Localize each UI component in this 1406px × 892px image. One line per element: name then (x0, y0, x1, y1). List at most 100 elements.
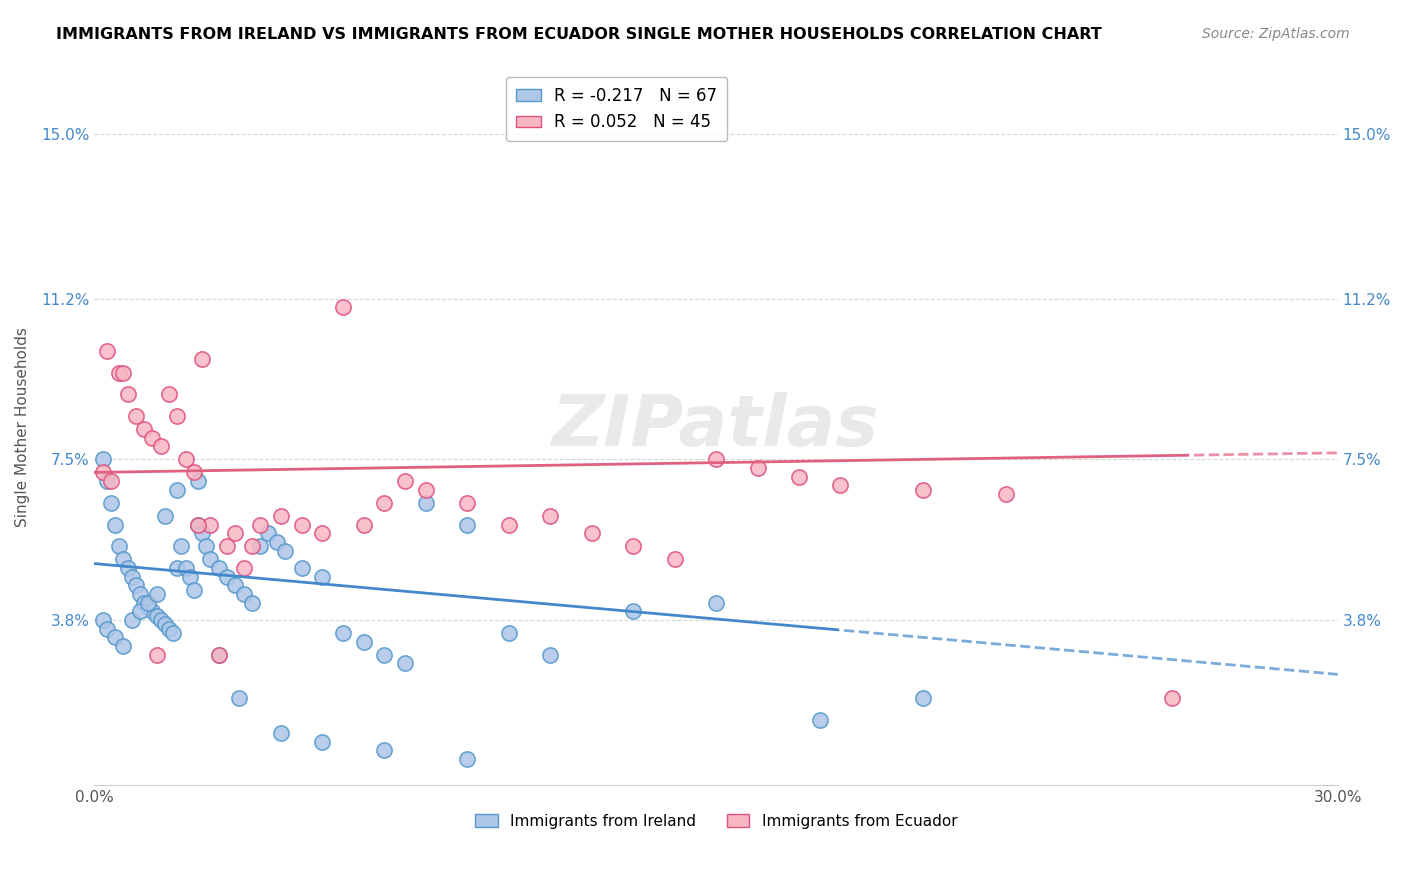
Point (208, 648, 231, 662)
Point (153, 508, 176, 523)
Point (373, 496, 395, 510)
Point (166, 483, 188, 497)
Point (166, 561, 188, 575)
Point (704, 596, 727, 610)
Point (240, 596, 263, 610)
Point (170, 539, 193, 553)
Point (332, 301, 354, 315)
Point (1161, 691, 1184, 706)
Point (581, 526, 603, 541)
Point (787, 469, 810, 483)
Point (96, 343, 118, 358)
Point (270, 726, 292, 740)
Point (353, 634, 375, 648)
Point (373, 648, 395, 662)
Point (112, 552, 135, 566)
Point (191, 352, 214, 367)
Point (187, 517, 209, 532)
Point (456, 752, 478, 766)
Point (232, 561, 254, 575)
Point (311, 734, 333, 748)
Point (373, 743, 395, 757)
Point (270, 508, 292, 523)
Point (179, 569, 201, 583)
Point (456, 496, 478, 510)
Point (117, 561, 139, 575)
Point (538, 508, 561, 523)
Point (141, 604, 163, 618)
Point (117, 387, 139, 401)
Point (157, 387, 180, 401)
Point (353, 517, 375, 532)
Point (104, 517, 127, 532)
Point (136, 600, 159, 615)
Point (108, 366, 131, 380)
Point (129, 587, 152, 601)
Point (183, 466, 205, 480)
Point (121, 613, 143, 627)
Point (995, 487, 1018, 501)
Point (415, 483, 437, 497)
Point (153, 617, 176, 632)
Point (538, 648, 561, 662)
Point (174, 452, 197, 467)
Point (191, 526, 214, 541)
Point (145, 648, 167, 662)
Point (141, 431, 163, 445)
Point (100, 496, 122, 510)
Point (249, 517, 271, 532)
Point (249, 539, 271, 553)
Point (166, 409, 188, 423)
Point (621, 539, 644, 553)
Point (224, 578, 246, 592)
Point (145, 587, 167, 601)
Point (808, 713, 831, 727)
Point (125, 578, 148, 592)
Point (112, 366, 135, 380)
Point (498, 517, 520, 532)
Point (96, 474, 118, 488)
Point (224, 526, 246, 541)
Point (174, 561, 197, 575)
Point (132, 596, 155, 610)
Point (108, 539, 131, 553)
Point (394, 657, 416, 671)
Point (215, 569, 238, 583)
Point (129, 604, 152, 618)
Point (157, 622, 180, 636)
Point (149, 613, 172, 627)
Point (200, 552, 222, 566)
Point (208, 648, 231, 662)
Point (664, 552, 686, 566)
Point (498, 626, 520, 640)
Point (96, 622, 118, 636)
Point (187, 474, 209, 488)
Point (332, 626, 354, 640)
Point (200, 517, 222, 532)
Point (112, 639, 135, 653)
Point (183, 582, 205, 597)
Point (104, 631, 127, 645)
Point (228, 691, 250, 706)
Point (290, 517, 312, 532)
Point (91, 613, 114, 627)
Text: Source: ZipAtlas.com: Source: ZipAtlas.com (1202, 27, 1350, 41)
Legend: Immigrants from Ireland, Immigrants from Ecuador: Immigrants from Ireland, Immigrants from… (468, 807, 963, 835)
Point (208, 561, 231, 575)
Point (456, 517, 478, 532)
Point (912, 483, 935, 497)
Point (912, 691, 935, 706)
Point (232, 587, 254, 601)
Point (704, 452, 727, 467)
Point (125, 409, 148, 423)
Text: ZIPatlas: ZIPatlas (553, 392, 880, 461)
Point (274, 543, 297, 558)
Point (187, 517, 209, 532)
Point (394, 474, 416, 488)
Point (215, 539, 238, 553)
Point (136, 596, 159, 610)
Text: IMMIGRANTS FROM IRELAND VS IMMIGRANTS FROM ECUADOR SINGLE MOTHER HOUSEHOLDS CORR: IMMIGRANTS FROM IRELAND VS IMMIGRANTS FR… (56, 27, 1102, 42)
Point (290, 561, 312, 575)
Point (91, 466, 114, 480)
Point (100, 474, 122, 488)
